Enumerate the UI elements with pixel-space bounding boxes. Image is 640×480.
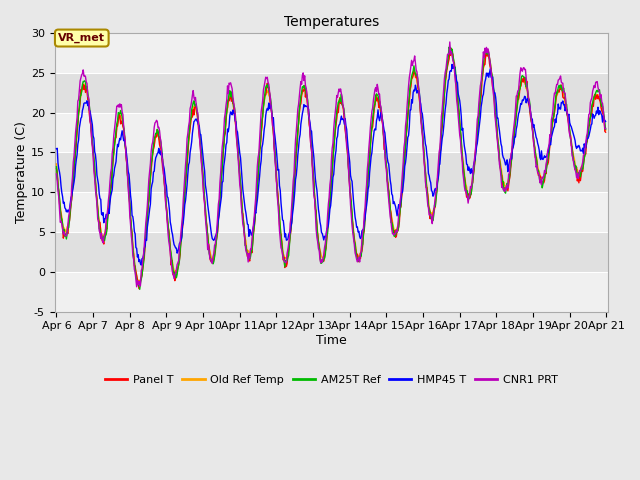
Y-axis label: Temperature (C): Temperature (C): [15, 121, 28, 223]
Bar: [54, 153, 608, 192]
X-axis label: Time: Time: [316, 334, 347, 347]
Text: VR_met: VR_met: [58, 33, 106, 43]
Bar: [54, 73, 608, 113]
Bar: [54, 192, 608, 232]
Bar: [54, 33, 608, 73]
Bar: [54, 272, 608, 312]
Title: Temperatures: Temperatures: [284, 15, 379, 29]
Bar: [54, 113, 608, 153]
Legend: Panel T, Old Ref Temp, AM25T Ref, HMP45 T, CNR1 PRT: Panel T, Old Ref Temp, AM25T Ref, HMP45 …: [100, 371, 562, 390]
Bar: [54, 232, 608, 272]
